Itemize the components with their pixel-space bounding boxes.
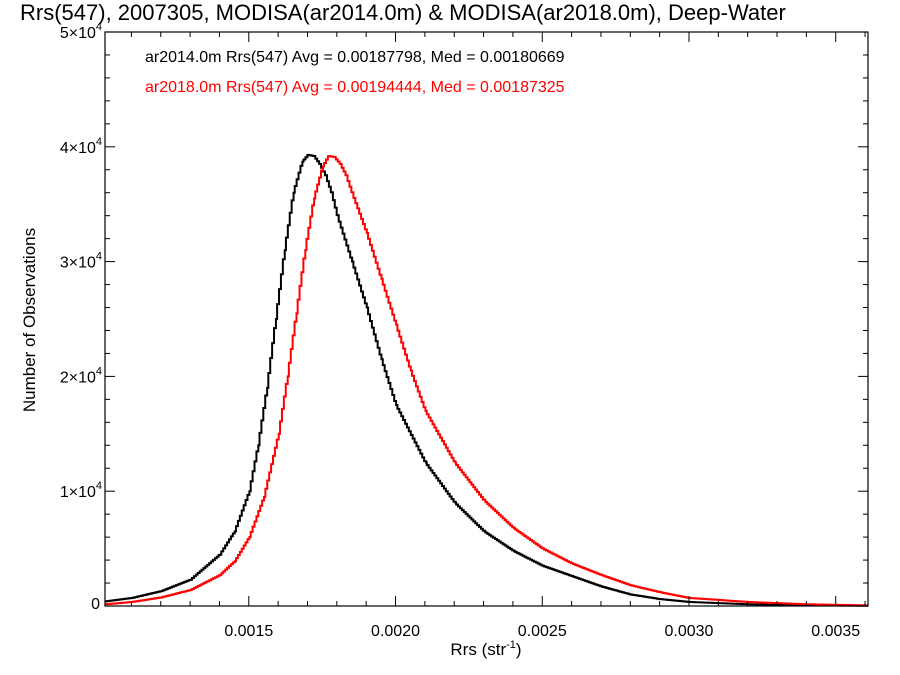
plot-frame <box>104 31 869 607</box>
y-tick-label: 5×104 <box>60 21 102 42</box>
x-tick-label: 0.0025 <box>518 623 567 640</box>
y-tick-labels: 0 1×104 2×104 3×104 4×104 5×104 <box>60 21 102 613</box>
legend: ar2014.0m Rrs(547) Avg = 0.00187798, Med… <box>145 49 565 96</box>
y-axis-label: Number of Observations <box>20 228 39 412</box>
y-tick-label: 3×104 <box>60 251 102 272</box>
x-tick-label: 0.0030 <box>665 623 714 640</box>
x-tick-label: 0.0035 <box>811 623 860 640</box>
x-axis-label-sup: -1 <box>506 639 516 651</box>
y-tick-label: 4×104 <box>60 136 102 157</box>
series-line-1 <box>105 154 869 607</box>
y-tick-label: 1×104 <box>60 480 102 501</box>
y-tick-label: 0 <box>91 596 100 613</box>
y-tick-label: 2×104 <box>60 365 102 386</box>
chart-title: Rrs(547), 2007305, MODISA(ar2014.0m) & M… <box>20 0 786 25</box>
x-tick-labels: 0.0015 0.0020 0.0025 0.0030 0.0035 <box>224 623 860 640</box>
series-line-0 <box>105 153 869 607</box>
legend-entry-ar2018: ar2018.0m Rrs(547) Avg = 0.00194444, Med… <box>145 79 565 96</box>
axis-ticks <box>105 31 868 607</box>
x-axis-label-main: Rrs (str <box>450 640 506 659</box>
x-axis-label-end: ) <box>516 640 522 659</box>
x-tick-label: 0.0020 <box>371 623 420 640</box>
x-axis-label: Rrs (str-1) <box>450 639 521 659</box>
legend-entry-ar2014: ar2014.0m Rrs(547) Avg = 0.00187798, Med… <box>145 49 565 66</box>
x-tick-label: 0.0015 <box>224 623 273 640</box>
series-layer <box>105 153 869 607</box>
